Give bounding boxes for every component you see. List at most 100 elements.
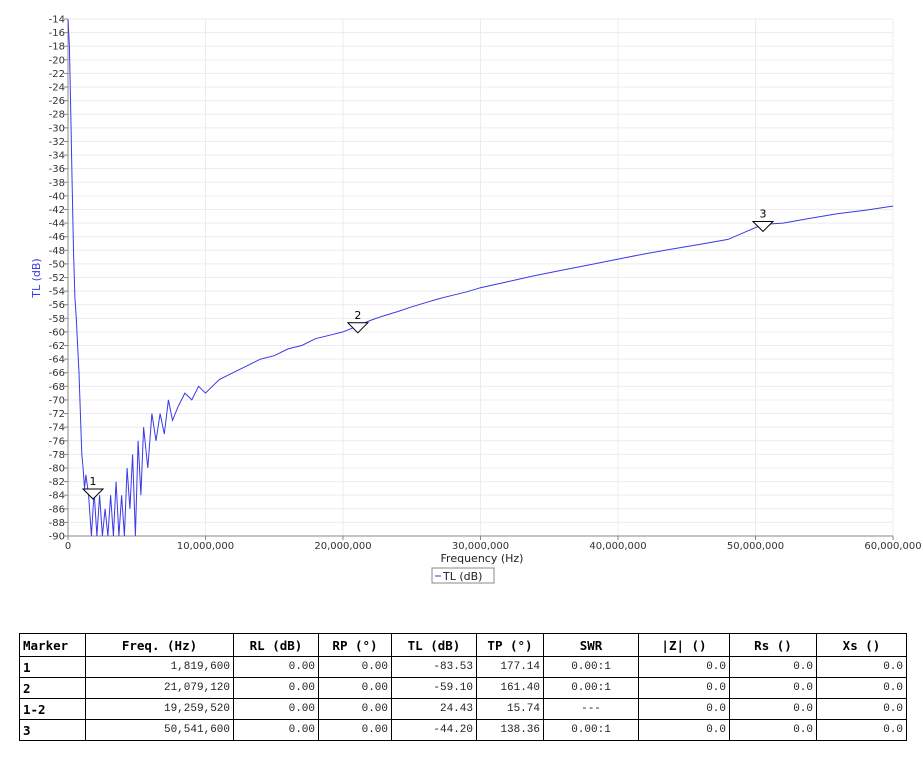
z-cell: 0.0 <box>638 698 730 720</box>
marker-2-label: 2 <box>354 309 361 322</box>
x-tick-label: 0 <box>65 541 71 552</box>
rs-cell: 0.0 <box>729 656 817 678</box>
tl-cell: -83.53 <box>391 656 477 678</box>
freq-cell: 1,819,600 <box>85 656 234 678</box>
x-axis-ticks: 0 10,000,000 20,000,000 30,000,000 40,000,00… <box>65 536 922 552</box>
y-tick-label: -76 <box>49 436 65 447</box>
swr-cell: --- <box>543 698 639 720</box>
swr-cell: 0.00:1 <box>543 656 639 678</box>
y-tick-label: -30 <box>49 123 65 134</box>
header-tp: TP (°) <box>476 633 544 657</box>
x-tick-label: 20,000,000 <box>314 541 371 552</box>
y-tick-label: -66 <box>49 368 65 379</box>
rl-cell: 0.00 <box>233 719 319 741</box>
y-tick-label: -82 <box>49 477 65 488</box>
freq-cell: 19,259,520 <box>85 698 234 720</box>
rs-cell: 0.0 <box>729 719 817 741</box>
y-tick-label: -58 <box>49 314 65 325</box>
rl-cell: 0.00 <box>233 656 319 678</box>
y-tick-label: -42 <box>49 205 65 216</box>
header-freq: Freq. (Hz) <box>85 633 234 657</box>
tp-cell: 15.74 <box>476 698 544 720</box>
table-header-row: Marker Freq. (Hz) RL (dB) RP (°) TL (dB)… <box>19 633 907 657</box>
x-tick-label: 50,000,000 <box>727 541 784 552</box>
y-tick-label: -74 <box>49 423 65 434</box>
xs-cell: 0.0 <box>816 656 907 678</box>
y-tick-label: -16 <box>49 28 65 39</box>
y-tick-label: -64 <box>49 355 65 366</box>
y-tick-label: -14 <box>49 15 65 26</box>
x-tick-label: 10,000,000 <box>177 541 234 552</box>
header-rl: RL (dB) <box>233 633 319 657</box>
y-tick-label: -72 <box>49 409 65 420</box>
freq-cell: 21,079,120 <box>85 677 234 699</box>
marker-cell: 1 <box>19 656 86 678</box>
y-tick-label: -24 <box>49 83 65 94</box>
rs-cell: 0.0 <box>729 677 817 699</box>
marker-cell: 2 <box>19 677 86 699</box>
legend-label: TL (dB) <box>442 570 482 583</box>
marker-1-triangle <box>81 488 105 500</box>
table-row: 2 21,079,120 0.00 0.00 -59.10 161.40 0.0… <box>19 677 907 699</box>
y-axis-title: TL (dB) <box>30 258 43 298</box>
y-tick-label: -84 <box>49 491 65 502</box>
y-tick-label: -46 <box>49 232 65 243</box>
y-tick-label: -80 <box>49 463 65 474</box>
x-tick-label: 40,000,000 <box>589 541 646 552</box>
xs-cell: 0.0 <box>816 677 907 699</box>
y-tick-label: -32 <box>49 137 65 148</box>
y-tick-label: -54 <box>49 287 65 298</box>
y-tick-label: -28 <box>49 110 65 121</box>
y-tick-label: -34 <box>49 151 65 162</box>
marker-table: Marker Freq. (Hz) RL (dB) RP (°) TL (dB)… <box>19 633 907 741</box>
tp-cell: 138.36 <box>476 719 544 741</box>
marker-cell: 3 <box>19 719 86 741</box>
tp-cell: 177.14 <box>476 656 544 678</box>
y-tick-label: -52 <box>49 273 65 284</box>
series-layer <box>67 18 894 537</box>
legend: TL (dB) <box>431 567 495 584</box>
z-cell: 0.0 <box>638 719 730 741</box>
freq-cell: 50,541,600 <box>85 719 234 741</box>
header-z: |Z| () <box>638 633 730 657</box>
table-row: 3 50,541,600 0.00 0.00 -44.20 138.36 0.0… <box>19 719 907 741</box>
y-tick-label: -60 <box>49 327 65 338</box>
header-rp: RP (°) <box>318 633 392 657</box>
header-tl: TL (dB) <box>391 633 477 657</box>
tp-cell: 161.40 <box>476 677 544 699</box>
y-tick-label: -38 <box>49 178 65 189</box>
header-xs: Xs () <box>816 633 907 657</box>
tl-cell: 24.43 <box>391 698 477 720</box>
rl-cell: 0.00 <box>233 698 319 720</box>
z-cell: 0.0 <box>638 656 730 678</box>
rp-cell: 0.00 <box>318 719 392 741</box>
rp-cell: 0.00 <box>318 698 392 720</box>
marker-cell: 1-2 <box>19 698 86 720</box>
tl-cell: -44.20 <box>391 719 477 741</box>
marker-2-triangle <box>346 322 370 334</box>
legend-box <box>431 567 495 584</box>
y-tick-label: -68 <box>49 382 65 393</box>
xs-cell: 0.0 <box>816 698 907 720</box>
tl-chart: -90 -88 -86 -84 -82 -80 -78 -76 -74 -72 -70 -68 -66 -… <box>30 15 922 584</box>
y-tick-label: -44 <box>49 219 65 230</box>
marker-3-triangle <box>751 220 775 233</box>
swr-cell: 0.00:1 <box>543 677 639 699</box>
series-line-tl <box>67 18 894 537</box>
y-tick-label: -90 <box>49 532 65 543</box>
y-tick-label: -86 <box>49 504 65 515</box>
swr-cell: 0.00:1 <box>543 719 639 741</box>
rp-cell: 0.00 <box>318 677 392 699</box>
rs-cell: 0.0 <box>729 698 817 720</box>
x-tick-label: 60,000,000 <box>864 541 921 552</box>
marker-3-label: 3 <box>759 207 766 220</box>
y-tick-label: -22 <box>49 69 65 80</box>
z-cell: 0.0 <box>638 677 730 699</box>
table-row: 1 1,819,600 0.00 0.00 -83.53 177.14 0.00… <box>19 656 907 678</box>
rl-cell: 0.00 <box>233 677 319 699</box>
y-tick-label: -62 <box>49 341 65 352</box>
y-tick-label: -88 <box>49 518 65 529</box>
marker-1-label: 1 <box>90 475 97 488</box>
table-row: 1-2 19,259,520 0.00 0.00 24.43 15.74 ---… <box>19 698 907 720</box>
header-swr: SWR <box>543 633 639 657</box>
